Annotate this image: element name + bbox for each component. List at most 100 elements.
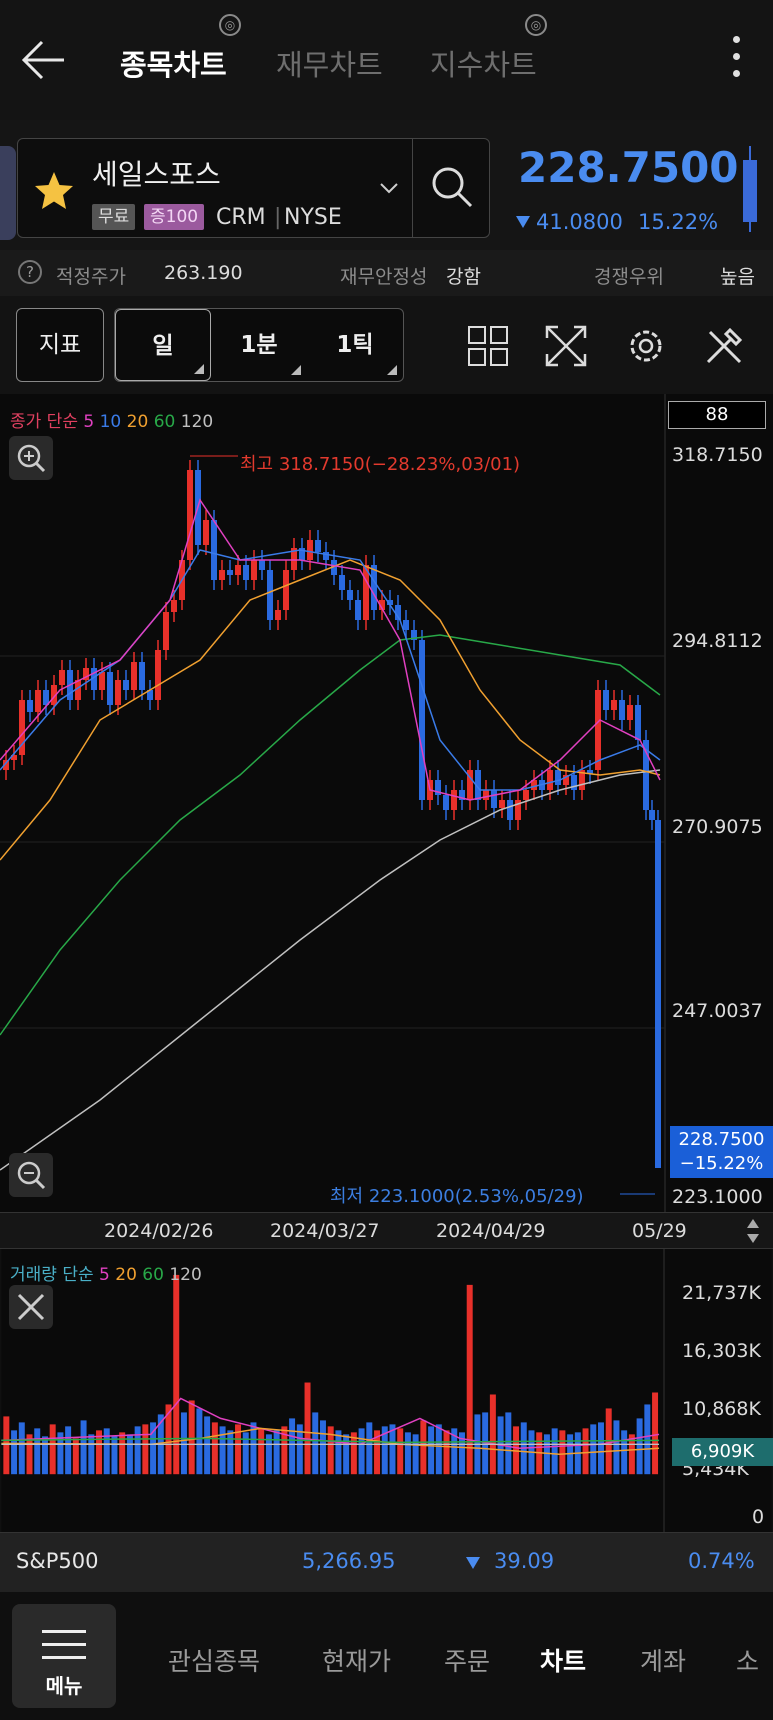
favorite-star-icon[interactable] xyxy=(32,169,76,213)
volume-bar xyxy=(289,1418,296,1475)
volume-bar xyxy=(458,1432,465,1475)
price-axis-label: 223.1000 xyxy=(672,1186,763,1208)
more-menu-icon[interactable] xyxy=(729,36,743,86)
vol-legend-ma20: 20 xyxy=(115,1265,137,1285)
volume-bar xyxy=(258,1428,265,1475)
candle-body xyxy=(555,770,561,785)
nav-watchlist[interactable]: 관심종목 xyxy=(168,1647,261,1676)
stock-selector[interactable]: 세일스포스 무료 증100 CRM | NYSE xyxy=(17,138,490,238)
help-icon[interactable]: ? xyxy=(18,260,42,284)
vol-legend-ma5: 5 xyxy=(99,1265,110,1285)
volume-bar xyxy=(389,1424,396,1475)
candle-body xyxy=(459,790,465,800)
period-1tick-button[interactable]: 1틱 xyxy=(307,309,403,381)
fair-price-label: 적정주가 xyxy=(56,266,126,288)
price-chart[interactable] xyxy=(0,394,773,1212)
close-volume-button[interactable] xyxy=(9,1285,53,1329)
tab-index-chart[interactable]: 지수차트 xyxy=(430,48,537,82)
volume-bar xyxy=(613,1420,620,1475)
candle-body xyxy=(43,690,49,705)
stability-label: 재무안정성 xyxy=(340,266,428,288)
vol-legend-ma60: 60 xyxy=(142,1265,164,1285)
volume-axis-label: 21,737K xyxy=(682,1282,761,1304)
index-value: 5,266.95 xyxy=(302,1549,396,1573)
fullscreen-icon[interactable] xyxy=(544,324,588,368)
period-day-button[interactable]: 일 xyxy=(115,309,211,381)
volume-bar xyxy=(150,1422,157,1475)
candle-body xyxy=(259,560,265,570)
chevron-down-icon[interactable] xyxy=(378,179,400,197)
candle-body xyxy=(435,780,441,795)
volume-axis-label: 16,303K xyxy=(682,1340,761,1362)
volume-bar xyxy=(374,1430,381,1475)
menu-label: 메뉴 xyxy=(45,1674,83,1698)
candle-body xyxy=(371,565,377,610)
index-ticker-bar[interactable]: S&P500 5,266.95 39.09 0.74% xyxy=(0,1532,773,1592)
legend-ma60: 60 xyxy=(153,412,176,432)
candle-body xyxy=(323,552,329,560)
candle-body xyxy=(595,690,601,770)
tab-badge-icon: ◎ xyxy=(219,14,241,36)
candle-body xyxy=(267,570,273,620)
side-drawer-handle[interactable] xyxy=(0,146,16,240)
volume-bar xyxy=(57,1432,64,1475)
volume-bar xyxy=(126,1434,133,1475)
price-axis-label: 294.8112 xyxy=(672,630,763,652)
candle-body xyxy=(603,690,609,710)
volume-bar xyxy=(312,1412,319,1475)
volume-bar xyxy=(335,1430,342,1475)
tab-stock-chart[interactable]: 종목차트 xyxy=(120,48,227,82)
volume-bar xyxy=(41,1436,48,1475)
search-button[interactable] xyxy=(412,139,490,237)
ticker-separator: | xyxy=(274,205,282,230)
zoom-in-icon xyxy=(17,444,46,473)
volume-bar xyxy=(34,1428,41,1475)
volume-bar xyxy=(343,1434,350,1475)
volume-bar xyxy=(366,1422,373,1475)
candle-body xyxy=(547,770,553,790)
back-arrow-icon[interactable] xyxy=(18,38,68,82)
candle-body xyxy=(187,470,193,560)
candle-body xyxy=(611,700,617,710)
drawing-tools-icon[interactable] xyxy=(702,324,746,368)
candle-body xyxy=(139,662,145,690)
period-1min-button[interactable]: 1분 xyxy=(211,309,307,381)
chart-toolbar: 지표 일 1분 1틱 xyxy=(0,296,773,394)
vol-legend-ma120: 120 xyxy=(169,1265,202,1285)
tab-financial-chart[interactable]: 재무차트 xyxy=(276,48,383,82)
candle-body xyxy=(163,612,169,650)
nav-account[interactable]: 계좌 xyxy=(640,1647,687,1676)
volume-chart[interactable] xyxy=(0,1248,773,1532)
valuation-info-row: ? 적정주가 263.190 재무안정성 강함 경쟁우위 높음 xyxy=(0,250,773,296)
nav-chart[interactable]: 차트 xyxy=(540,1647,587,1676)
candle-body xyxy=(107,672,113,705)
date-label: 2024/03/27 xyxy=(270,1220,380,1242)
price-legend: 종가 단순 5 10 20 60 120 xyxy=(10,407,213,432)
candle-body xyxy=(379,600,385,610)
legend-ma120: 120 xyxy=(180,412,214,432)
menu-button[interactable]: 메뉴 xyxy=(12,1604,116,1708)
candle-count-box[interactable]: 88 xyxy=(668,401,766,429)
volume-bar xyxy=(428,1426,435,1475)
candle-body xyxy=(467,770,473,800)
indicator-button[interactable]: 지표 xyxy=(16,308,104,382)
moving-average-line xyxy=(0,498,661,801)
nav-more[interactable]: 소 xyxy=(736,1647,760,1676)
candle-body xyxy=(315,540,321,552)
current-volume-tag: 6,909K xyxy=(672,1438,773,1466)
settings-gear-icon[interactable] xyxy=(624,324,668,368)
volume-bar xyxy=(49,1424,56,1475)
volume-bar xyxy=(227,1430,234,1475)
zoom-in-button[interactable] xyxy=(9,436,53,480)
candle-body xyxy=(395,605,401,620)
zoom-out-button[interactable] xyxy=(9,1153,53,1197)
price-tag-value: 228.7500 xyxy=(678,1129,765,1150)
price-change-percent: 15.22% xyxy=(638,210,719,234)
nav-order[interactable]: 주문 xyxy=(444,1647,491,1676)
exchange-name: NYSE xyxy=(284,205,342,230)
layout-grid-icon[interactable] xyxy=(466,324,510,368)
nav-current-price[interactable]: 현재가 xyxy=(322,1647,392,1676)
axis-scroll-icon[interactable] xyxy=(745,1217,761,1245)
candle-body xyxy=(635,705,641,740)
volume-bar xyxy=(65,1426,72,1475)
